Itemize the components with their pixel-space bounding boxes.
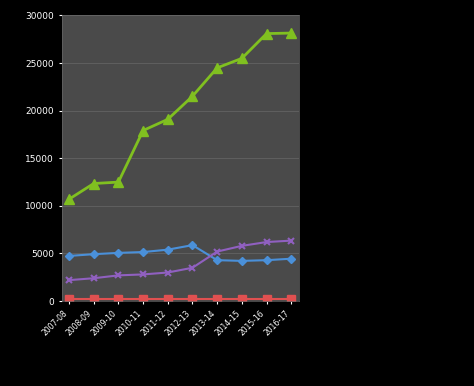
Legend: Number of Garment
Factories, Employment in
Million Workers, Export of RMG (In
Mi: Number of Garment Factories, Employment … <box>322 14 453 164</box>
